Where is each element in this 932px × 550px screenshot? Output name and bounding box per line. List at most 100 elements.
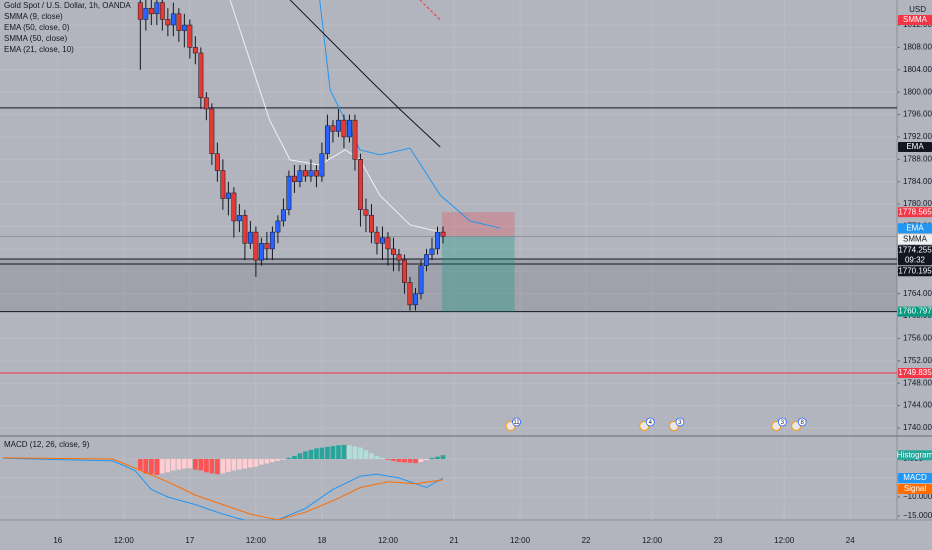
axis-tag bbox=[898, 234, 932, 245]
event-label: 4 bbox=[649, 420, 653, 426]
axis-tag-label: 1774.255 bbox=[898, 245, 932, 254]
y-tick-label: 1788.000 bbox=[903, 154, 932, 163]
y-tick-label: 1756.000 bbox=[903, 334, 932, 343]
indicator-label: EMA (21, close, 10) bbox=[4, 45, 74, 54]
y-tick-label: 1752.000 bbox=[903, 356, 932, 365]
legend: Gold Spot / U.S. Dollar, 1h, OANDA SMMA … bbox=[4, 1, 926, 449]
histogram-bar bbox=[325, 446, 330, 460]
candle-body bbox=[137, 2, 143, 20]
event-label: 8 bbox=[800, 420, 804, 426]
candle-body bbox=[418, 265, 424, 294]
candle-body bbox=[264, 243, 270, 250]
candle-body bbox=[424, 254, 429, 266]
histogram-bar bbox=[407, 459, 413, 463]
x-tick-label: 12:00 bbox=[378, 536, 399, 545]
y-tick-label: 1800.000 bbox=[903, 87, 932, 96]
candle-body bbox=[258, 243, 264, 261]
axis-tag-label: 1749.835 bbox=[898, 368, 932, 377]
candle-body bbox=[402, 259, 407, 283]
histogram-bar bbox=[154, 459, 160, 475]
candle-body bbox=[170, 13, 176, 26]
position-stop bbox=[441, 212, 515, 237]
candle-body bbox=[220, 170, 226, 199]
histogram-bar bbox=[391, 459, 396, 461]
y-tick-label: 1808.000 bbox=[903, 43, 932, 52]
x-tick-label: 12:00 bbox=[246, 536, 267, 545]
event-badge bbox=[777, 417, 787, 427]
chart-title: Gold Spot / U.S. Dollar, 1h, OANDA bbox=[4, 1, 131, 10]
candle-body bbox=[435, 231, 440, 250]
candle-body bbox=[275, 220, 281, 233]
indicator-label: SMMA (9, close) bbox=[4, 12, 63, 21]
x-tick-label: 17 bbox=[185, 536, 194, 545]
histogram-bar bbox=[253, 459, 259, 467]
candle-body bbox=[396, 254, 402, 261]
histogram-bar bbox=[429, 457, 435, 460]
candle-body bbox=[324, 125, 330, 154]
axis-tag-label: SMMA bbox=[903, 15, 928, 24]
histogram-bar bbox=[193, 459, 198, 470]
currency: USD bbox=[909, 5, 926, 14]
candle-body bbox=[187, 24, 193, 48]
axis-tag bbox=[898, 207, 932, 218]
candle-body bbox=[330, 125, 336, 132]
axis-tag bbox=[898, 245, 932, 266]
candle-body bbox=[308, 170, 314, 177]
histogram-bar bbox=[440, 455, 446, 460]
candle-body bbox=[319, 153, 325, 177]
axis-tag-label: EMA bbox=[906, 223, 924, 232]
macd-title: MACD (12, 26, close, 9) bbox=[4, 440, 90, 449]
candle-body bbox=[385, 237, 391, 250]
candle-body bbox=[302, 170, 308, 177]
histogram-bar bbox=[286, 457, 292, 460]
y-tick-label: 1792.000 bbox=[903, 132, 932, 141]
histogram-bar bbox=[275, 459, 281, 461]
event-label: 3 bbox=[781, 420, 785, 426]
histogram-bar bbox=[380, 457, 385, 460]
axis-tag-label: 1760.797 bbox=[898, 307, 932, 316]
countdown: 09:32 bbox=[905, 255, 926, 264]
histogram-bar bbox=[143, 459, 149, 474]
x-tick-label: 24 bbox=[846, 536, 855, 545]
candle-body bbox=[231, 192, 237, 222]
axis-tag bbox=[898, 142, 932, 153]
axis-tag bbox=[898, 367, 932, 378]
histogram-bar bbox=[418, 459, 424, 463]
candle-body bbox=[159, 2, 165, 20]
axis-tag bbox=[898, 14, 932, 25]
candle-body bbox=[143, 7, 149, 20]
histogram-bar bbox=[314, 448, 319, 460]
histogram-bar bbox=[270, 459, 275, 463]
y-tick-label: 1744.000 bbox=[903, 401, 932, 410]
histogram-bar bbox=[435, 456, 440, 460]
axis-tag bbox=[898, 306, 932, 317]
histogram-bar bbox=[336, 445, 341, 460]
histogram-bar bbox=[176, 459, 182, 470]
candle-body bbox=[209, 108, 215, 154]
histogram-bar bbox=[281, 459, 286, 460]
histogram-bar bbox=[424, 459, 429, 461]
candle-body bbox=[198, 52, 204, 99]
histogram-bar bbox=[358, 447, 363, 460]
event-label: 11 bbox=[513, 420, 520, 426]
candle-body bbox=[236, 215, 242, 222]
y-tick-label: 1784.000 bbox=[903, 177, 932, 186]
histogram-bar bbox=[242, 459, 248, 469]
price-pane: 11 4 3 3 8 bbox=[0, 0, 897, 431]
candle-body bbox=[214, 153, 220, 171]
histogram-bar bbox=[330, 446, 336, 460]
histogram-bar bbox=[220, 459, 226, 474]
histogram-bar bbox=[187, 459, 193, 469]
candle-body bbox=[148, 7, 154, 15]
event-badge bbox=[645, 417, 655, 427]
x-tick-label: 12:00 bbox=[642, 536, 663, 545]
candle-body bbox=[374, 231, 380, 244]
histogram-bar bbox=[369, 453, 374, 460]
y-tick-label: 1804.000 bbox=[903, 65, 932, 74]
x-tick-label: 18 bbox=[317, 536, 326, 545]
axis-tag bbox=[898, 223, 932, 234]
candle-body bbox=[352, 119, 358, 160]
